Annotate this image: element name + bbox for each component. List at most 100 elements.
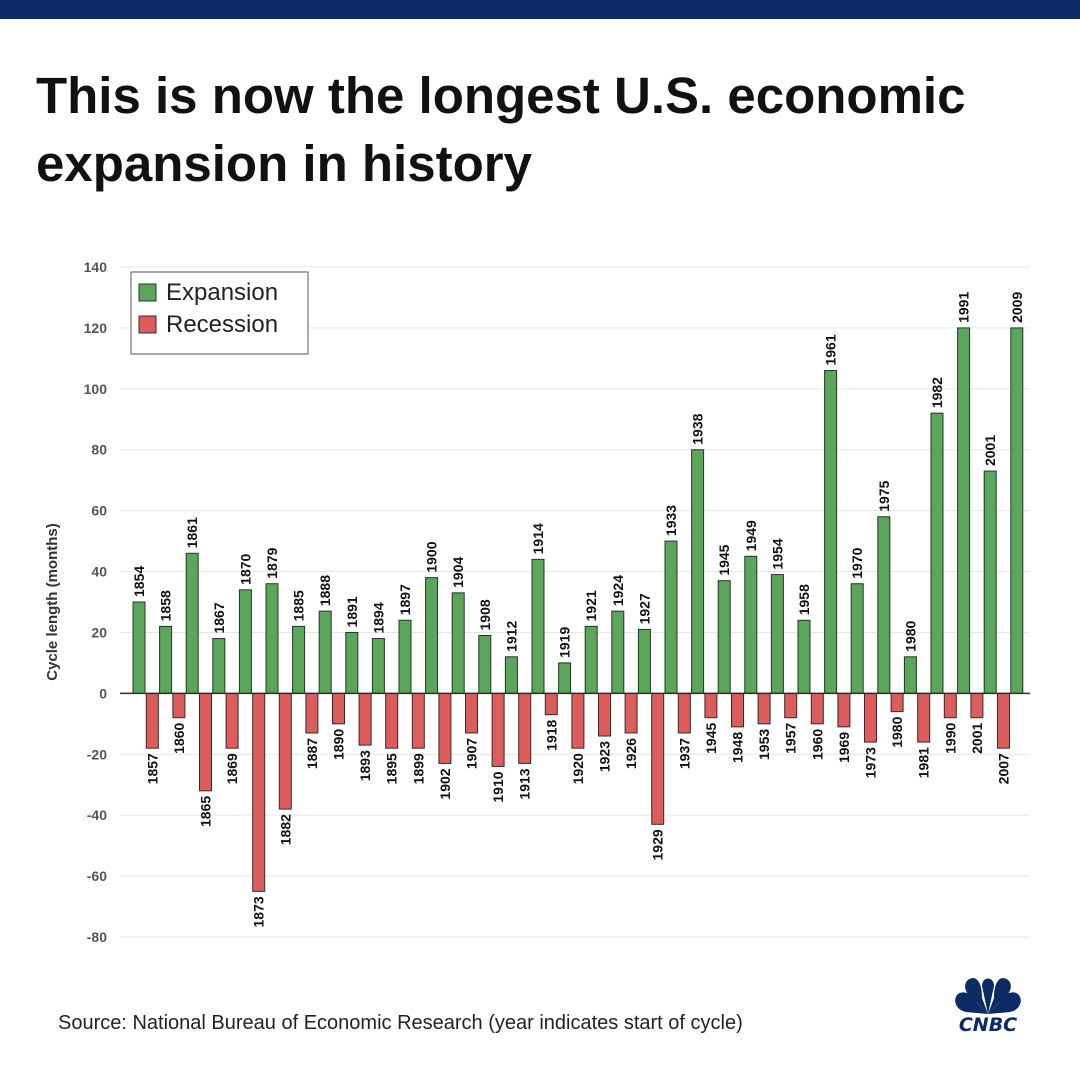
expansion-year-label: 1861 — [184, 517, 200, 548]
recession-bar — [943, 692, 957, 719]
recession-year-label: 1887 — [304, 738, 320, 769]
y-tick-label: 20 — [91, 624, 107, 640]
recession-bar — [571, 692, 585, 749]
expansion-year-label: 1879 — [264, 547, 280, 578]
expansion-year-label: 1914 — [530, 523, 546, 554]
peacock-icon — [955, 978, 1021, 1014]
recession-year-label: 1913 — [517, 768, 533, 799]
recession-year-label: 1945 — [703, 723, 719, 754]
recession-bar — [252, 692, 266, 892]
recession-year-label: 1857 — [144, 753, 160, 784]
expansion-year-label: 1924 — [610, 575, 626, 606]
recession-bar — [651, 692, 665, 825]
expansion-year-label: 1897 — [397, 584, 413, 615]
recession-year-label: 1957 — [783, 723, 799, 754]
recession-bar — [305, 692, 319, 734]
expansion-year-label: 1938 — [690, 413, 706, 444]
expansion-bar — [318, 610, 332, 694]
legend-swatch — [138, 283, 157, 302]
expansion-year-label: 1908 — [477, 599, 493, 630]
cnbc-logo: CNBC — [946, 972, 1030, 1036]
expansion-bar — [637, 628, 651, 694]
recession-bar — [465, 692, 478, 734]
recession-bar — [890, 692, 904, 713]
recession-bar — [784, 692, 798, 719]
expansion-bar — [398, 619, 412, 694]
recession-year-label: 1926 — [623, 738, 639, 769]
recession-bar — [438, 692, 452, 764]
expansion-bar — [132, 601, 146, 694]
recession-year-label: 1981 — [916, 747, 932, 778]
expansion-year-label: 2001 — [982, 435, 998, 466]
recession-bar — [358, 692, 372, 746]
recession-year-label: 1895 — [384, 753, 400, 784]
recession-year-label: 1869 — [224, 753, 240, 784]
expansion-year-label: 1867 — [211, 602, 227, 633]
expansion-bar — [212, 638, 226, 694]
top-bar — [0, 0, 1080, 19]
y-tick-label: -80 — [87, 929, 107, 945]
source-note: Source: National Bureau of Economic Rese… — [58, 1012, 743, 1034]
expansion-year-label: 1945 — [716, 544, 732, 575]
expansion-bar — [797, 619, 811, 694]
expansion-year-label: 1961 — [823, 334, 839, 365]
expansion-bar — [824, 370, 838, 694]
expansion-bar — [691, 449, 705, 694]
recession-year-label: 1907 — [464, 738, 480, 769]
recession-year-label: 1960 — [809, 729, 825, 760]
recession-year-label: 1990 — [942, 723, 958, 754]
expansion-bar — [611, 610, 625, 694]
recession-bar — [624, 692, 638, 734]
expansion-year-label: 1991 — [956, 292, 972, 323]
brand-label: CNBC — [958, 1014, 1018, 1036]
y-tick-label: -40 — [87, 807, 107, 823]
expansion-bar — [744, 555, 758, 694]
expansion-year-label: 1954 — [769, 538, 785, 569]
expansion-bar — [185, 552, 199, 694]
recession-bar — [731, 692, 744, 728]
y-tick-label: 80 — [91, 442, 107, 458]
expansion-year-label: 1870 — [237, 553, 253, 584]
expansion-bar — [770, 574, 784, 694]
recession-year-label: 1920 — [570, 753, 586, 784]
recession-year-label: 1893 — [357, 750, 373, 781]
expansion-year-label: 1885 — [291, 590, 307, 621]
recession-year-label: 1929 — [650, 829, 666, 860]
recession-bar — [598, 692, 611, 737]
expansion-bar — [531, 558, 545, 694]
expansion-year-label: 1933 — [663, 505, 679, 536]
y-axis-title: Cycle length (months) — [44, 523, 61, 681]
recession-bar — [518, 692, 532, 764]
expansion-bar — [345, 631, 359, 694]
expansion-bar — [930, 412, 944, 694]
expansion-year-label: 1975 — [876, 480, 892, 511]
expansion-year-label: 1921 — [583, 590, 599, 621]
recession-bar — [704, 692, 718, 719]
expansion-year-label: 1982 — [929, 377, 945, 408]
expansion-year-label: 1970 — [849, 547, 865, 578]
expansion-year-label: 2009 — [1009, 292, 1025, 323]
recession-year-label: 1902 — [437, 768, 453, 799]
expansion-bar — [664, 540, 678, 694]
expansion-bar — [957, 327, 971, 694]
recession-year-label: 1910 — [490, 771, 506, 802]
recession-bar — [225, 692, 239, 749]
expansion-bar — [478, 635, 492, 694]
expansion-bar — [265, 583, 279, 694]
recession-bar — [278, 692, 292, 810]
legend-label: Expansion — [166, 279, 278, 306]
recession-year-label: 2001 — [969, 723, 985, 754]
y-tick-label: 100 — [84, 381, 108, 397]
expansion-year-label: 1919 — [557, 627, 573, 658]
recession-year-label: 1953 — [756, 729, 772, 760]
recession-year-label: 1860 — [171, 723, 187, 754]
expansion-year-label: 1891 — [344, 596, 360, 627]
recession-bar — [757, 692, 771, 725]
expansion-year-label: 1854 — [131, 566, 147, 597]
expansion-bar — [717, 580, 731, 694]
recession-year-label: 1973 — [863, 747, 879, 778]
recession-year-label: 1980 — [889, 716, 905, 747]
recession-year-label: 1923 — [597, 741, 613, 772]
expansion-bar — [371, 638, 385, 694]
recession-bar — [332, 692, 345, 725]
